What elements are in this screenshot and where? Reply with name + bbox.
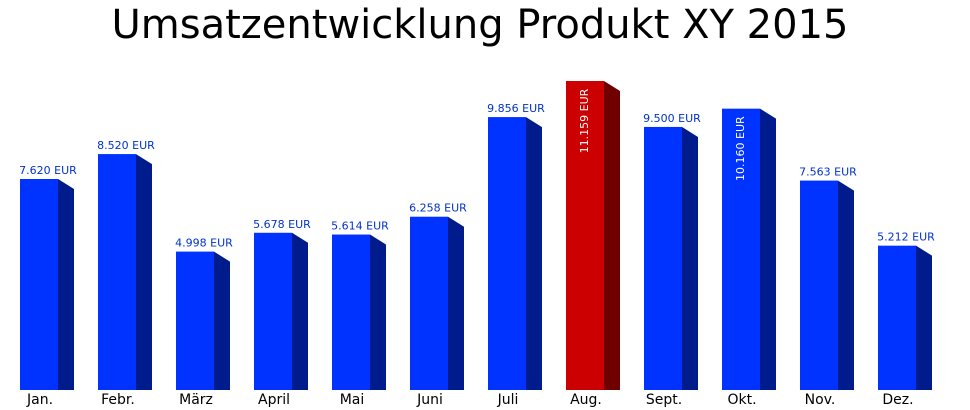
x-tick-label: Okt. [727,392,756,408]
bar-side [214,251,230,390]
bar [410,216,448,390]
value-label: 6.258 EUR [409,202,467,215]
bar-side [370,234,386,390]
x-tick-label: Juni [416,392,443,408]
bar-side [604,81,620,390]
bar-side [58,178,74,390]
value-label: 10.160 EUR [734,116,747,181]
x-tick-label: Febr. [101,392,135,408]
bar [488,117,526,390]
bar [20,178,58,390]
value-label: 9.500 EUR [643,112,701,125]
value-label: 5.212 EUR [877,231,935,244]
x-tick-label: Sept. [646,392,682,408]
x-tick-label: Jan. [26,392,53,408]
bar-side [682,126,698,391]
bar [800,180,838,390]
x-tick-label: Dez. [882,392,913,408]
bar-side [292,232,308,390]
bar [176,251,214,390]
x-tick-label: Juli [497,392,519,408]
bar-side [526,117,542,390]
value-label: 11.159 EUR [578,88,591,153]
value-label: 7.620 EUR [19,164,77,177]
bar-side [136,154,152,390]
bar [722,108,760,390]
bar [332,234,370,390]
bar-side [448,216,464,390]
bar [644,126,682,391]
x-tick-label: Aug. [570,392,602,408]
value-label: 5.678 EUR [253,218,311,231]
x-tick-label: März [179,392,213,408]
bar [566,81,604,390]
bar-side [760,108,776,390]
value-label: 7.563 EUR [799,166,857,179]
value-label: 4.998 EUR [175,237,233,250]
value-label: 5.614 EUR [331,220,389,233]
value-label: 8.520 EUR [97,139,155,152]
bar-side [916,245,932,390]
x-tick-label: Nov. [805,392,836,408]
bar [98,154,136,390]
bar [254,232,292,390]
x-tick-label: April [258,392,290,408]
value-label: 9.856 EUR [487,102,545,115]
x-tick-label: Mai [340,392,365,408]
chart-title: Umsatzentwicklung Produkt XY 2015 [112,2,849,48]
bar-side [838,180,854,390]
bar [878,245,916,390]
